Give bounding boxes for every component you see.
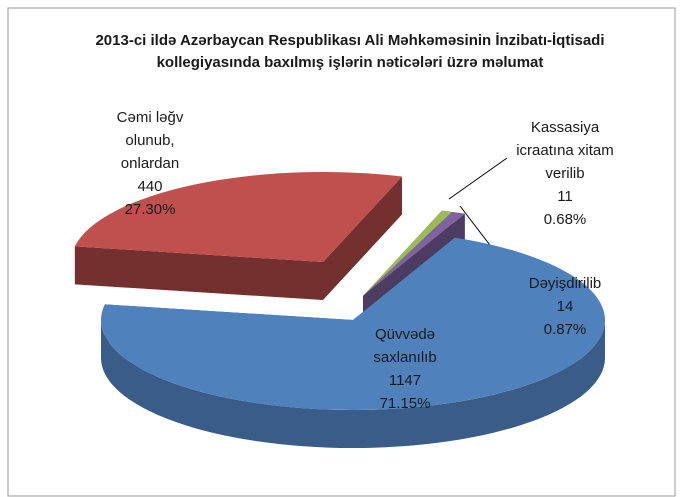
data-label: 11	[557, 188, 573, 205]
pie-slice	[74, 171, 402, 300]
data-label: 14	[557, 298, 574, 315]
slice-top	[363, 210, 453, 296]
data-label: verilib	[545, 165, 584, 182]
slice-side	[101, 320, 605, 448]
data-label: Cəmi ləğv	[117, 109, 184, 126]
data-label: olunub,	[125, 132, 174, 149]
data-label: Qüvvədə	[375, 326, 435, 343]
data-label: 1147	[389, 372, 421, 389]
data-label: 0.87%	[544, 321, 587, 338]
data-label: icraatına xitam	[516, 142, 614, 159]
data-label: 0.68%	[544, 211, 587, 228]
slice-top	[101, 237, 606, 410]
pie-slice	[101, 237, 606, 448]
data-label: Kassasiya	[531, 119, 600, 136]
slice-wall	[323, 176, 402, 300]
slice-top	[74, 171, 402, 262]
slice-wall	[74, 246, 323, 300]
data-label: 71.15%	[380, 395, 431, 412]
data-label: Dəyişdirilib	[529, 275, 602, 292]
slice-top	[363, 211, 465, 296]
data-label: onlardan	[121, 155, 179, 172]
data-label: 27.30%	[125, 201, 176, 218]
chart-title: 2013-ci ildə Azərbaycan Respublikası Ali…	[95, 32, 605, 71]
leader-line	[448, 157, 508, 200]
chart-border	[7, 7, 676, 497]
data-label: saxlanılıb	[373, 349, 436, 366]
data-label: 440	[137, 178, 162, 195]
